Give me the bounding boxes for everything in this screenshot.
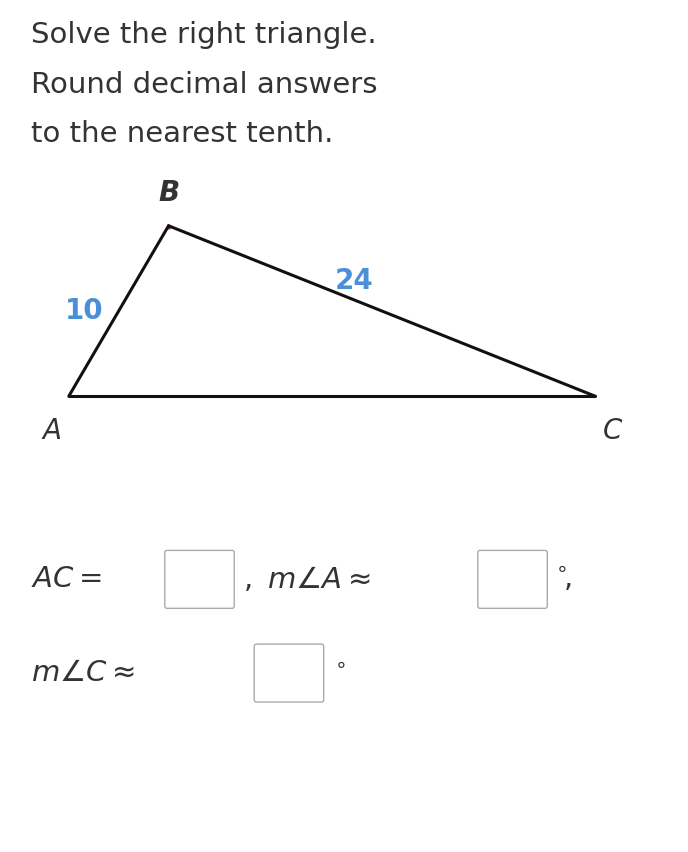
- Text: Round decimal answers: Round decimal answers: [31, 71, 378, 99]
- Text: $,\ m\angle \mathit{A} \approx$: $,\ m\angle \mathit{A} \approx$: [242, 565, 370, 594]
- Text: $m\angle \mathit{C} \approx$: $m\angle \mathit{C} \approx$: [31, 659, 135, 687]
- FancyBboxPatch shape: [164, 550, 234, 608]
- Text: to the nearest tenth.: to the nearest tenth.: [31, 120, 333, 148]
- Text: 10: 10: [65, 297, 104, 325]
- Text: $\mathit{AC} =$: $\mathit{AC} =$: [31, 566, 102, 593]
- FancyBboxPatch shape: [477, 550, 548, 608]
- Text: $^\circ$: $^\circ$: [330, 659, 345, 687]
- Text: A: A: [42, 417, 61, 446]
- Text: Solve the right triangle.: Solve the right triangle.: [31, 21, 376, 49]
- Text: 24: 24: [335, 268, 374, 295]
- Text: $^\circ\!\!,$: $^\circ\!\!,$: [550, 566, 572, 593]
- Text: C: C: [603, 417, 622, 446]
- Text: B: B: [158, 179, 179, 207]
- FancyBboxPatch shape: [255, 644, 324, 702]
